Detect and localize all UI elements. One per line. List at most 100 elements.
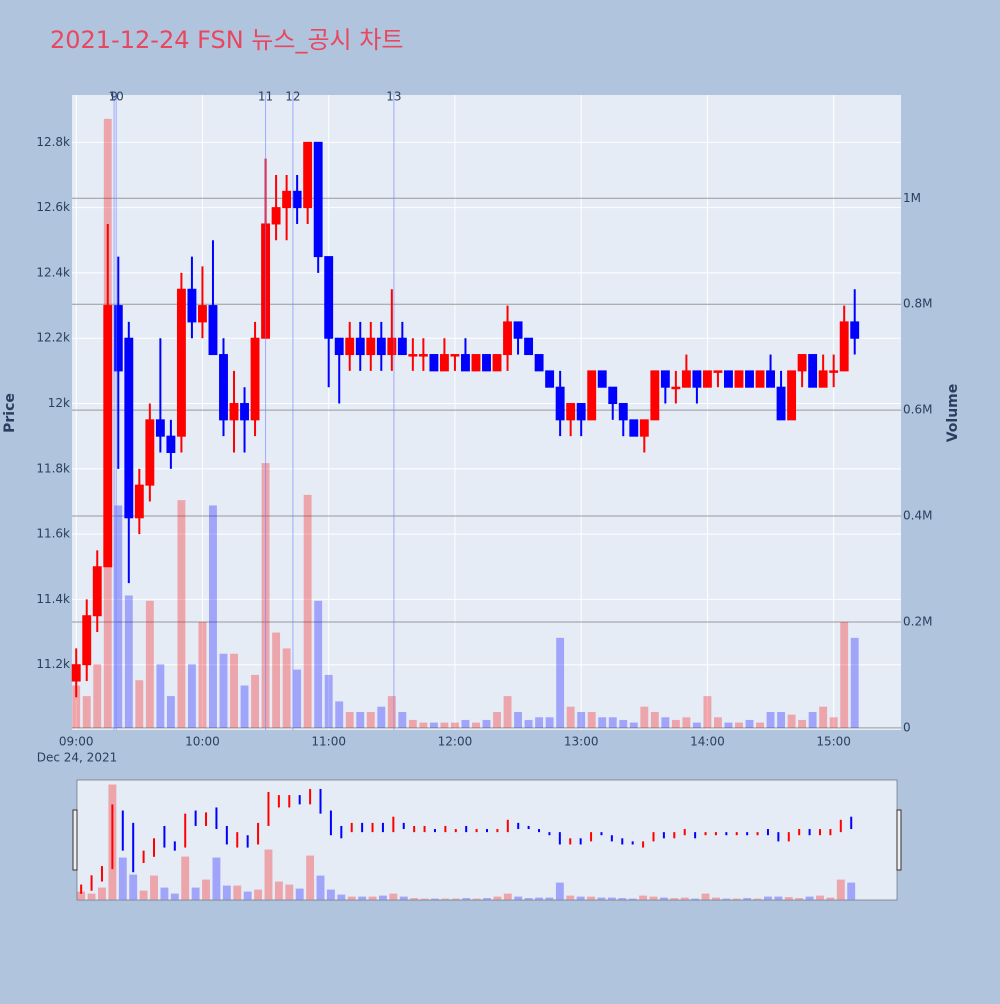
candle-body	[797, 354, 807, 372]
candle-body	[492, 354, 502, 372]
candle-body	[376, 337, 386, 356]
candle-body	[461, 354, 470, 372]
volume-bar	[640, 706, 649, 728]
slider-volume-bar	[493, 896, 502, 900]
volume-bar	[419, 722, 428, 728]
y-tick-label: 12.8k	[36, 135, 70, 149]
y2-tick-label: 0.4M	[903, 509, 932, 523]
candle-body	[303, 141, 313, 209]
slider-volume-bar	[420, 898, 429, 900]
y2-tick-label: 0.8M	[903, 297, 932, 311]
volume-bar	[829, 717, 838, 728]
slider-volume-bar	[378, 895, 387, 900]
volume-bar	[650, 711, 659, 728]
slider-volume-bar	[472, 898, 481, 900]
candle-body	[639, 419, 649, 437]
volume-bar	[240, 685, 249, 728]
candle-body	[387, 337, 397, 356]
candle-body	[71, 664, 81, 682]
slider-handle[interactable]	[896, 809, 902, 871]
range-slider[interactable]	[76, 779, 898, 901]
candle-body	[660, 370, 670, 388]
slider-volume-bar	[170, 893, 179, 900]
slider-volume-bar	[274, 881, 283, 900]
y-tick-label: 11.4k	[36, 592, 70, 606]
candle-body	[82, 615, 92, 666]
news-label: 12	[285, 90, 300, 104]
slider-volume-bar	[160, 887, 169, 900]
volume-bar	[682, 717, 691, 728]
volume-bar	[619, 719, 628, 728]
slider-volume-bar	[659, 897, 668, 900]
candle-body	[282, 190, 292, 209]
candle-body	[545, 370, 555, 388]
volume-bar	[840, 621, 849, 728]
x-tick-label: 10:00	[185, 735, 220, 749]
slider-handle[interactable]	[72, 809, 78, 871]
y2-tick-label: 1M	[903, 191, 921, 205]
candle-body	[219, 354, 228, 421]
slider-volume-bar	[847, 882, 856, 900]
candle-body	[503, 321, 512, 356]
y-tick-label: 11.6k	[36, 527, 70, 541]
volume-bar	[598, 717, 607, 728]
candle-body	[597, 370, 607, 388]
volume-bar	[230, 653, 238, 728]
volume-bar	[450, 722, 459, 728]
slider-volume-bar	[347, 896, 356, 900]
slider-volume-bar	[535, 897, 543, 900]
volume-bar	[661, 717, 670, 728]
volume-bar	[335, 701, 344, 728]
volume-bar	[387, 696, 396, 728]
candle-body	[250, 337, 260, 421]
candle-body	[576, 403, 586, 421]
slider-volume-bar	[368, 896, 377, 900]
y-tick-label: 12k	[48, 396, 70, 410]
date-label: Dec 24, 2021	[37, 751, 117, 765]
slider-volume-bar	[462, 898, 471, 900]
volume-bar	[93, 664, 102, 728]
candle-body	[692, 370, 702, 388]
candle-body	[271, 207, 281, 225]
candle-body	[155, 419, 165, 437]
slider-volume-bar	[483, 898, 491, 900]
candle-body	[681, 370, 691, 388]
volume-bar	[272, 632, 281, 728]
volume-bar	[72, 685, 81, 728]
volume-bar	[187, 664, 196, 728]
slider-volume-bar	[254, 889, 263, 900]
volume-bar	[345, 711, 354, 728]
slider-volume-bar	[545, 897, 554, 900]
candle-body	[755, 370, 765, 388]
slider-volume-bar	[316, 875, 325, 900]
x-tick-label: 14:00	[690, 735, 725, 749]
x-tick-label: 09:00	[59, 735, 94, 749]
candle-body	[145, 419, 155, 486]
volume-bar	[556, 637, 565, 728]
x-tick-label: 12:00	[438, 735, 473, 749]
volume-bar	[545, 717, 554, 728]
slider-volume-bar	[191, 887, 200, 900]
volume-bar	[819, 706, 828, 728]
volume-bar	[503, 696, 512, 728]
slider-volume-bar	[337, 894, 346, 900]
slider-volume-bar	[711, 897, 720, 900]
volume-bar	[629, 722, 638, 728]
slider-volume-bar	[597, 897, 606, 900]
candle-body	[418, 354, 428, 357]
slider-volume-bar	[410, 898, 419, 900]
volume-bar	[777, 711, 786, 728]
candle-body	[671, 386, 681, 390]
news-label: 10	[109, 90, 124, 104]
slider-volume-bar	[306, 855, 315, 900]
slider-volume-bar	[607, 897, 616, 900]
candle-body	[766, 370, 775, 388]
slider-volume-bar	[764, 896, 772, 900]
candle-body	[292, 190, 302, 209]
candle-body	[745, 370, 754, 388]
candle-body	[482, 354, 491, 372]
candle-body	[724, 370, 733, 388]
candle-body	[839, 321, 849, 372]
volume-bar	[577, 711, 586, 728]
